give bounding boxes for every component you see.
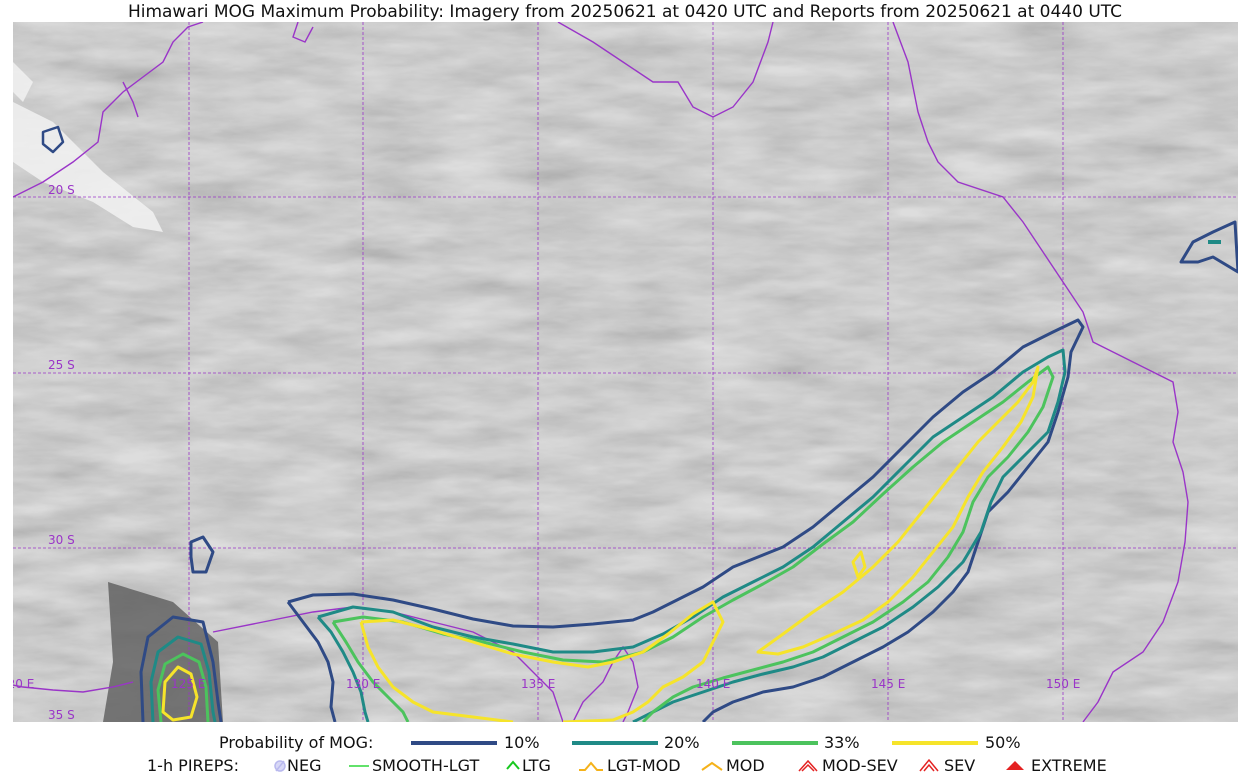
cloud-texture xyxy=(13,22,1238,722)
swatch-50 xyxy=(892,741,978,745)
chart-title: Himawari MOG Maximum Probability: Imager… xyxy=(127,2,1123,22)
lon-label-145e: 145 E xyxy=(871,677,905,691)
swatch-10 xyxy=(411,741,497,745)
lon-label-130e: 130 E xyxy=(346,677,380,691)
mod-icon xyxy=(701,761,723,771)
contour-33-sw xyxy=(156,652,210,722)
contour-10-sw xyxy=(139,615,223,722)
lat-label-30s: 30 S xyxy=(48,533,75,547)
contour-10-west xyxy=(189,535,215,574)
probability-legend-label: Probability of MOG: xyxy=(219,733,374,752)
pirep-neg-label: NEG xyxy=(287,756,322,775)
legend-20-label: 20% xyxy=(664,733,700,752)
contour-50-sw xyxy=(161,665,199,722)
lat-label-20s: 20 S xyxy=(48,183,75,197)
contour-10-left xyxy=(286,601,337,722)
legend-33-label: 33% xyxy=(824,733,860,752)
lon-label-150e: 150 E xyxy=(1046,677,1080,691)
lat-label-25s: 25 S xyxy=(48,358,75,372)
contour-50-left xyxy=(359,621,514,722)
swatch-33 xyxy=(732,741,818,745)
contour-50-main xyxy=(360,600,725,722)
smooth-lgt-icon xyxy=(349,765,369,767)
satellite-map: 20 S 25 S 30 S 35 S 120 E 125 E 130 E 13… xyxy=(13,22,1238,722)
ltg-icon xyxy=(506,760,520,770)
contour-33-main xyxy=(332,365,1055,722)
sev-icon xyxy=(919,758,939,772)
lat-label-35s: 35 S xyxy=(48,708,75,722)
mod-sev-icon xyxy=(798,759,818,772)
contour-20-left xyxy=(316,616,370,722)
pirep-legend: 1-h PIREPS: NEG SMOOTH-LGT LTG LGT-MOD M… xyxy=(0,756,1250,776)
contour-10-nw xyxy=(41,125,65,154)
bright-clouds xyxy=(13,62,163,232)
pirep-mod-label: MOD xyxy=(726,756,765,775)
contour-20-main xyxy=(317,348,1067,722)
mog-contours xyxy=(41,125,1238,722)
legend-10-label: 10% xyxy=(504,733,540,752)
contour-33-left xyxy=(331,621,410,722)
lgt-mod-icon xyxy=(579,761,603,771)
pirep-legend-label: 1-h PIREPS: xyxy=(147,756,239,775)
pirep-smooth-lgt-label: SMOOTH-LGT xyxy=(372,756,480,775)
contour-50-inner xyxy=(756,365,1040,656)
pirep-extreme-label: EXTREME xyxy=(1031,756,1107,775)
pirep-sev-label: SEV xyxy=(944,756,976,775)
contour-10-main xyxy=(287,318,1085,722)
extreme-icon xyxy=(1006,761,1024,770)
swatch-20 xyxy=(572,741,658,745)
neg-icon xyxy=(274,760,286,772)
lon-label-140e: 140 E xyxy=(696,677,730,691)
graticule xyxy=(13,22,1238,722)
contour-20-sw xyxy=(149,635,217,722)
probability-legend: Probability of MOG: 10% 20% 33% 50% xyxy=(0,733,1250,753)
legend-50-label: 50% xyxy=(985,733,1021,752)
contour-50-blob xyxy=(851,550,867,579)
pirep-mod-sev-label: MOD-SEV xyxy=(822,756,898,775)
contour-10-ne xyxy=(1179,220,1238,274)
lon-label-125e: 125 E xyxy=(171,677,205,691)
lon-label-135e: 135 E xyxy=(521,677,555,691)
lon-label-120e: 120 E xyxy=(13,677,34,691)
pirep-lgt-mod-label: LGT-MOD xyxy=(607,756,681,775)
pirep-ltg-label: LTG xyxy=(522,756,551,775)
